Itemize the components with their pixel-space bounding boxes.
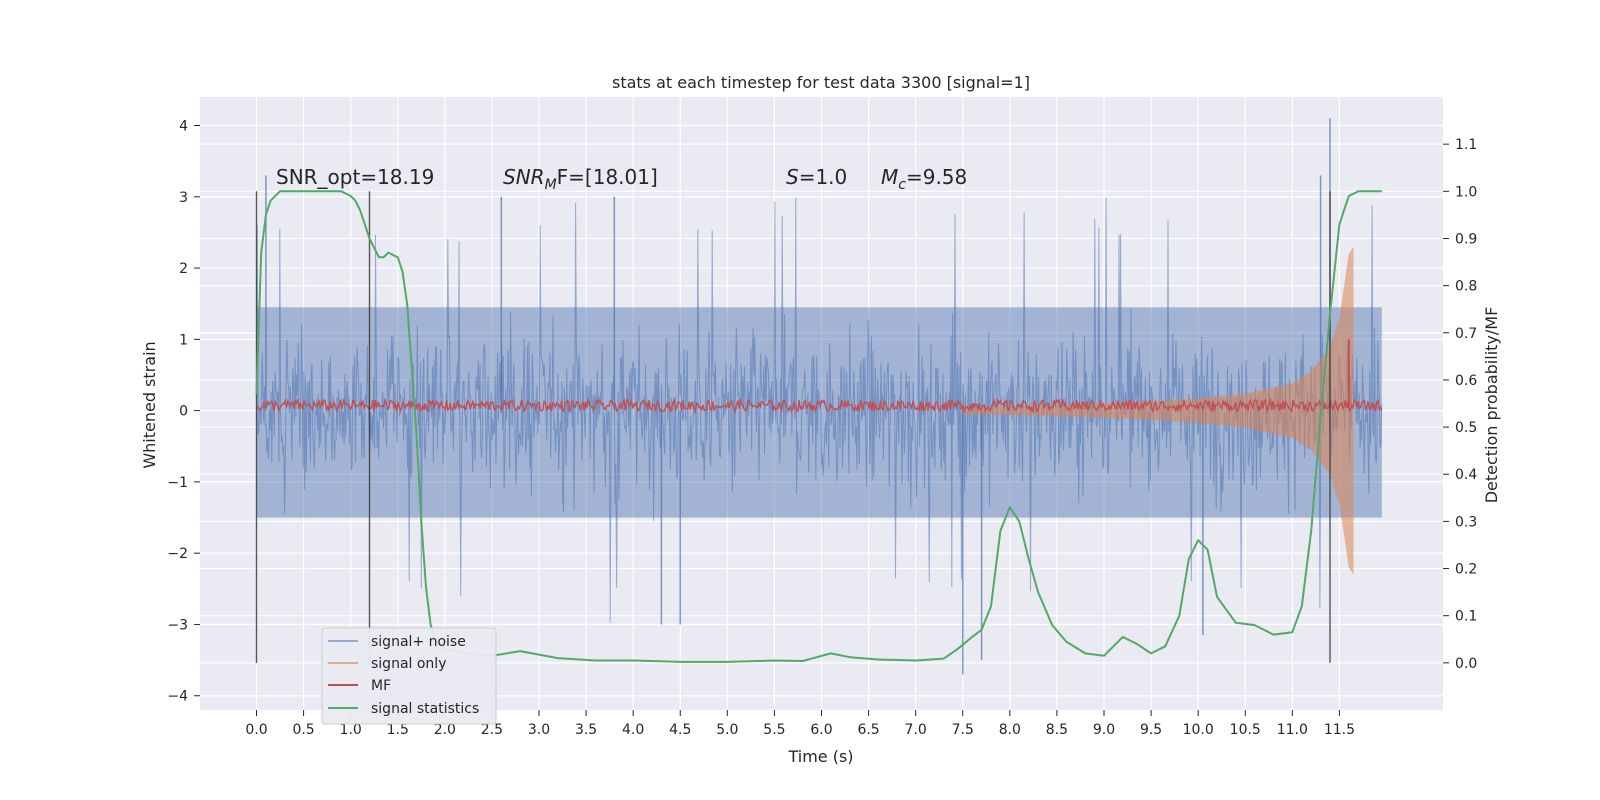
y2-tick-label: 0.0: [1455, 656, 1477, 672]
y2-tick-label: 0.6: [1455, 373, 1477, 389]
x-tick-label: 2.0: [434, 722, 456, 738]
mc-rest: =9.58: [906, 165, 967, 189]
x-tick-label: 5.0: [716, 722, 738, 738]
x-tick-label: 1.5: [387, 722, 409, 738]
signal-statistics-series: [255, 190, 1382, 663]
y2-tick-label: 1.1: [1455, 137, 1477, 153]
vertical-markers: [255, 191, 1331, 663]
y-tick-label: 1: [179, 332, 188, 348]
y2-tick-label: 0.1: [1455, 609, 1477, 625]
x-tick-label: 10.5: [1230, 722, 1261, 738]
y-tick-label: 4: [179, 119, 188, 135]
y-tick-label: 2: [179, 261, 188, 277]
y-tick-label: −2: [167, 546, 188, 562]
y2-axis-ticks: 0.0 0.1 0.2 0.3 0.4 0.5 0.6 0.7 0.8 0.9 1.0 1.1: [1443, 137, 1477, 672]
legend-label-signal-noise: signal+ noise: [371, 634, 466, 650]
y-tick-label: 0: [179, 404, 188, 420]
s-name: S: [786, 165, 799, 189]
signal-statistics-line: [255, 190, 1382, 663]
y-axis-ticks: −4 −3 −2 −1 0 1 2 3 4: [167, 119, 200, 705]
legend-label-signal-only: signal only: [371, 656, 446, 672]
y2-tick-label: 0.4: [1455, 467, 1477, 483]
y2-tick-label: 0.2: [1455, 562, 1477, 578]
y2-tick-label: 1.0: [1455, 184, 1477, 200]
x-tick-label: 8.5: [1046, 722, 1068, 738]
mf-series: [256, 339, 1383, 414]
x-tick-label: 7.0: [905, 722, 927, 738]
x-axis-label: Time (s): [787, 747, 853, 766]
y2-tick-label: 0.8: [1455, 279, 1477, 295]
mf-line: [256, 397, 1383, 414]
chart-title: stats at each timestep for test data 330…: [612, 73, 1030, 92]
annotation-snr-opt: SNR_opt=18.19: [276, 165, 434, 189]
s-rest: =1.0: [799, 165, 848, 189]
x-tick-label: 9.0: [1093, 722, 1115, 738]
y2-tick-label: 0.3: [1455, 514, 1477, 530]
legend-box: [321, 627, 497, 725]
snr-mf-rest: F=[18.01]: [557, 165, 658, 189]
legend: signal+ noise signal only MF signal stat…: [321, 627, 497, 725]
legend-label-mf: MF: [371, 678, 391, 694]
y-axis-label: Whitened strain: [140, 341, 159, 468]
x-tick-label: 9.5: [1140, 722, 1162, 738]
y2-tick-label: 0.5: [1455, 420, 1477, 436]
x-tick-label: 2.5: [481, 722, 503, 738]
x-tick-label: 4.5: [669, 722, 691, 738]
mc-sub: c: [898, 177, 906, 193]
signal-only-envelope: [962, 246, 1354, 575]
legend-label-signal-statistics: signal statistics: [371, 701, 479, 717]
x-tick-label: 8.0: [999, 722, 1021, 738]
x-tick-label: 5.5: [763, 722, 785, 738]
annotation-mc: Mc=9.58: [881, 165, 967, 193]
y-tick-label: 3: [179, 190, 188, 206]
y2-axis-label: Detection probability/MF: [1482, 307, 1501, 504]
snr-mf-sub: M: [545, 177, 557, 193]
annotation-s: S=1.0: [786, 165, 847, 189]
x-tick-label: 1.0: [340, 722, 362, 738]
y2-tick-label: 0.9: [1455, 231, 1477, 247]
x-tick-label: 6.5: [857, 722, 879, 738]
signal-only-series: [962, 246, 1354, 575]
x-tick-label: 3.0: [528, 722, 550, 738]
y-tick-label: −3: [167, 617, 188, 633]
x-tick-label: 11.5: [1324, 722, 1355, 738]
snr-mf-name: SNR: [503, 165, 545, 189]
x-tick-label: 6.0: [810, 722, 832, 738]
x-tick-label: 3.5: [575, 722, 597, 738]
y-tick-label: −4: [167, 689, 188, 705]
x-tick-label: 7.5: [952, 722, 974, 738]
x-tick-label: 4.0: [622, 722, 644, 738]
x-axis-ticks: 0.0 0.5 1.0 1.5 2.0 2.5 3.0 3.5 4.0 4.5 5.0 5.5 6.0 6…: [245, 710, 1355, 738]
y2-tick-label: 0.7: [1455, 326, 1477, 342]
x-tick-label: 0.0: [245, 722, 267, 738]
x-tick-label: 0.5: [292, 722, 314, 738]
annotation-snr-mf: SNRMF=[18.01]: [503, 165, 658, 193]
y-tick-label: −1: [167, 475, 188, 491]
mc-name: M: [881, 165, 898, 189]
x-tick-label: 10.0: [1183, 722, 1214, 738]
x-tick-label: 11.0: [1277, 722, 1308, 738]
